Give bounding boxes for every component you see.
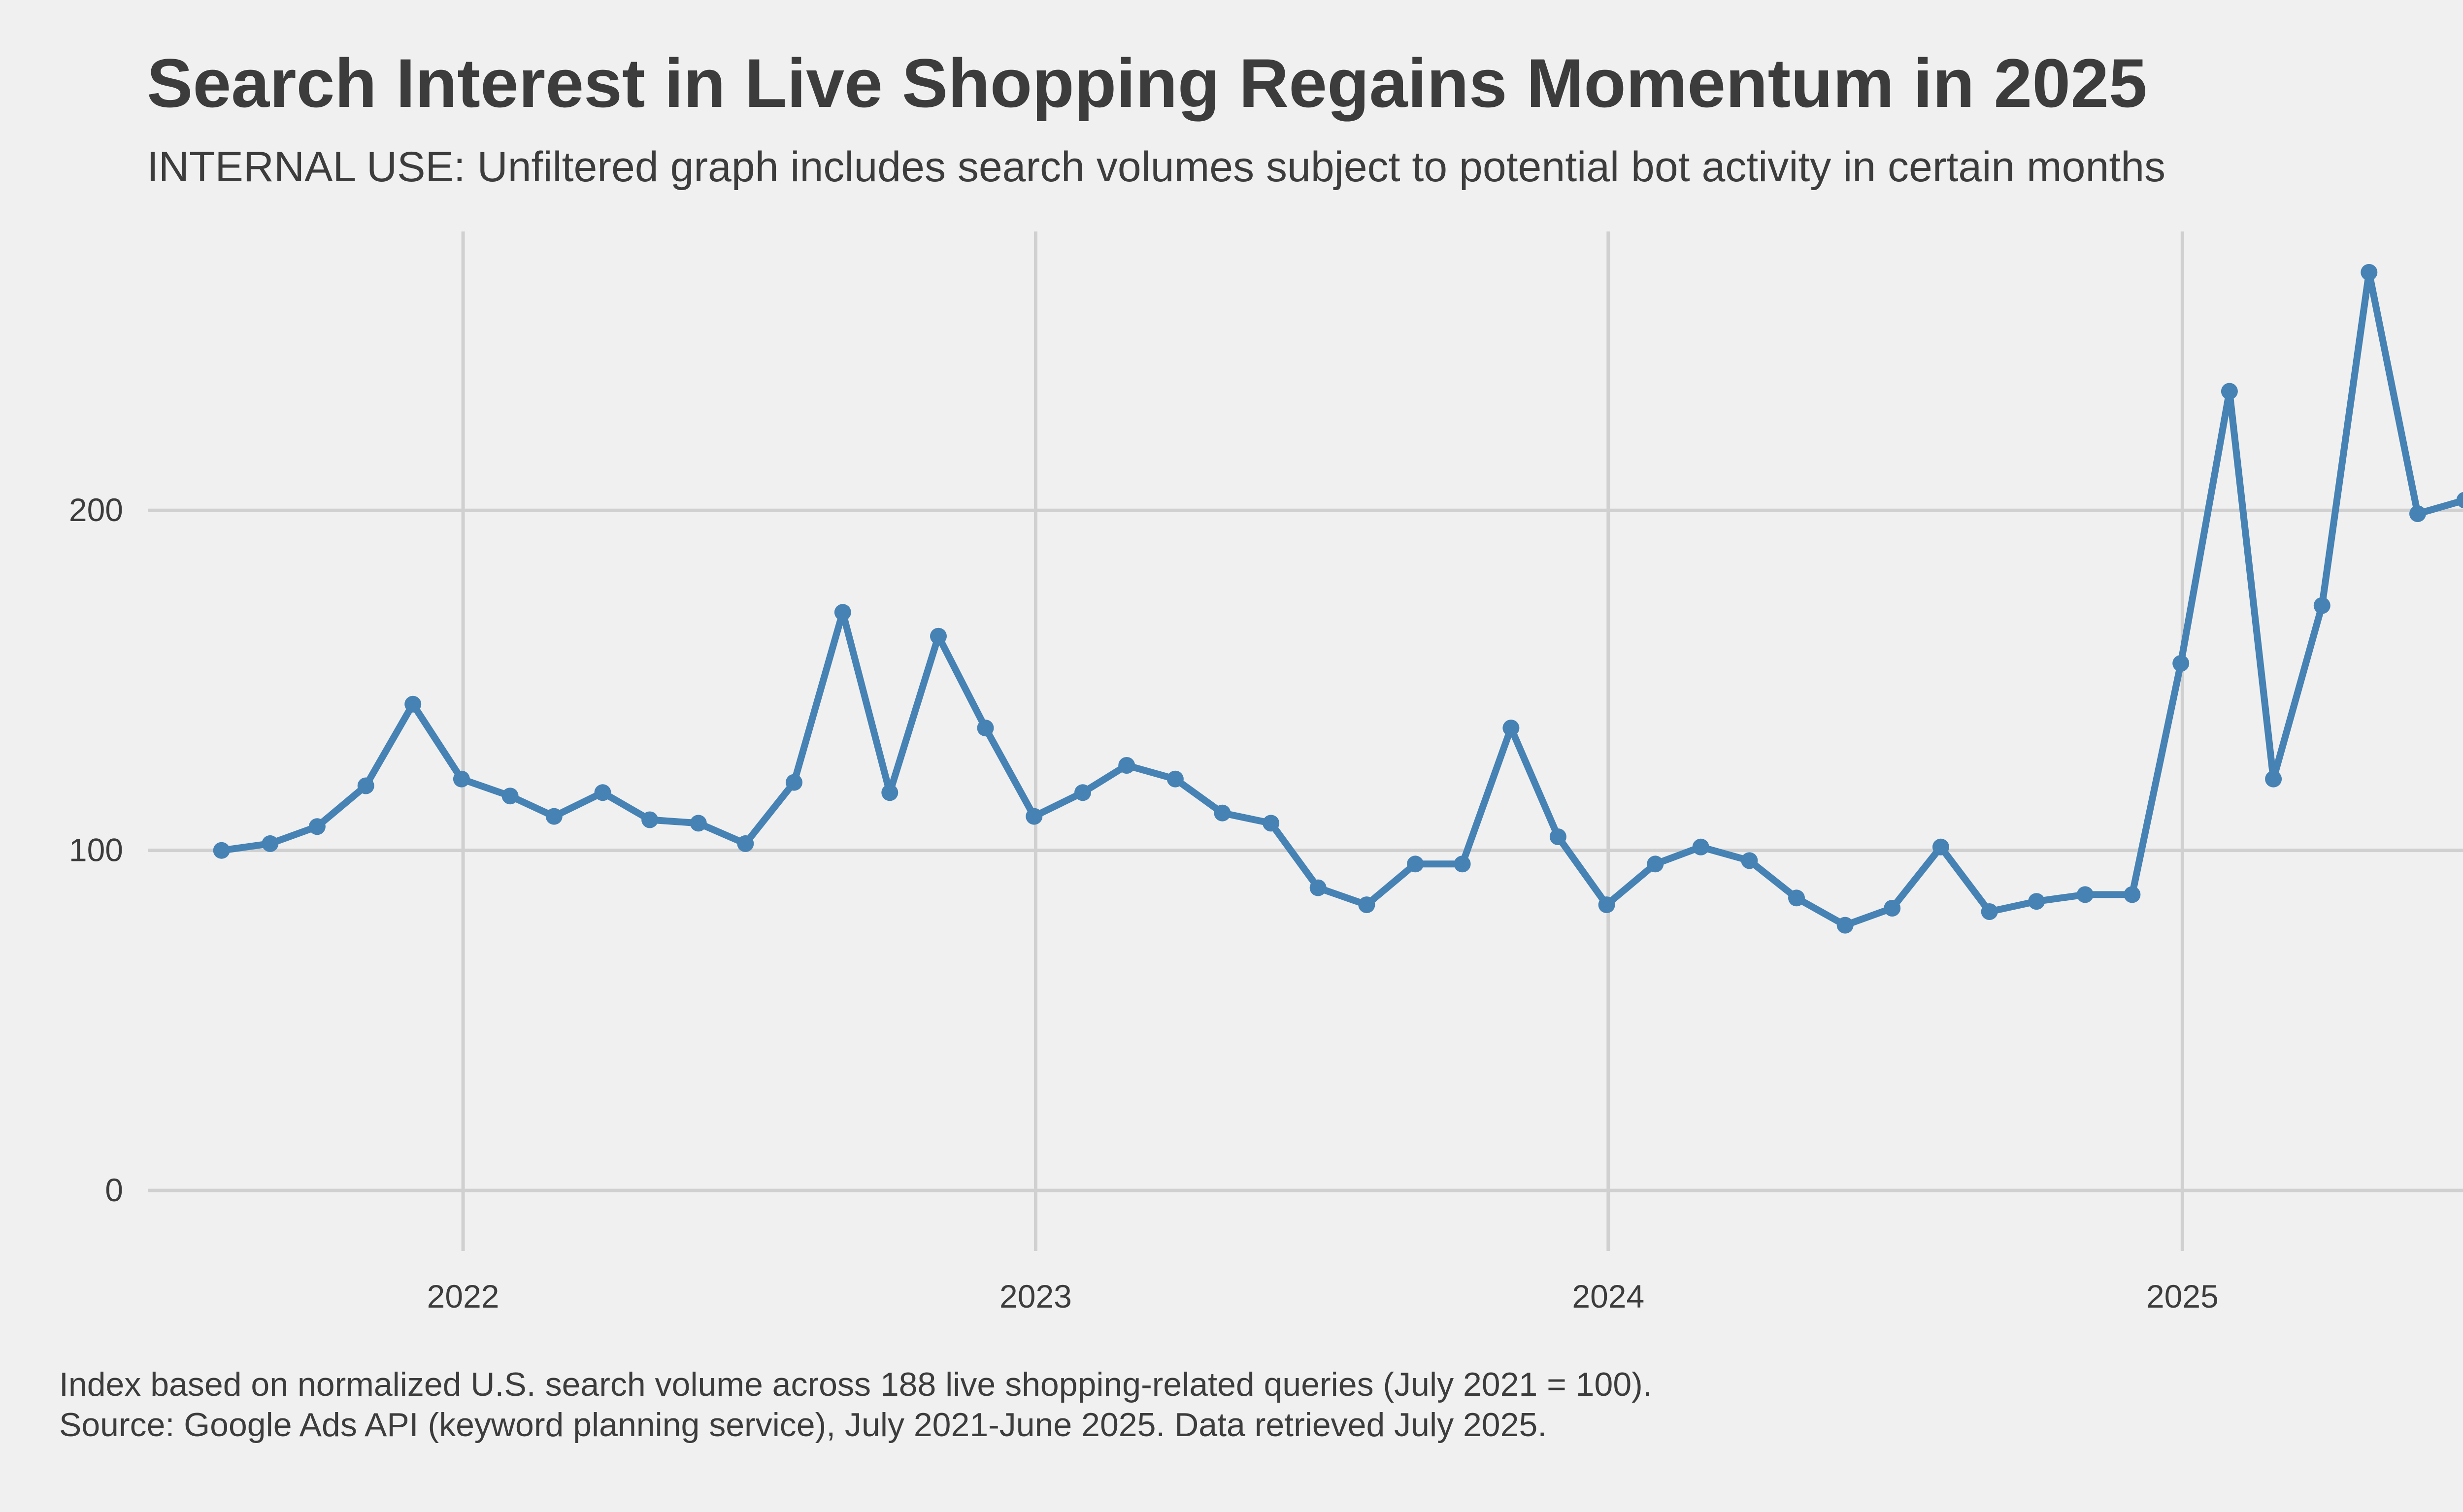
data-point [1932,838,1949,855]
data-point [1598,896,1615,914]
data-point [501,788,519,805]
y-tick-label: 100 [69,832,123,868]
data-point [2028,893,2045,910]
footnote-line-2: Source: Google Ads API (keyword planning… [59,1406,1547,1444]
x-tick-label: 2022 [427,1278,499,1315]
data-point [1214,804,1231,822]
data-point [2456,492,2463,509]
data-point [1166,770,1184,788]
data-point [213,842,230,859]
x-tick-label: 2025 [2146,1278,2219,1315]
data-point [2361,263,2378,281]
data-point [641,811,659,828]
data-point [1026,808,1043,825]
data-point [1263,815,1280,832]
series-line [218,268,2463,929]
footnote-line-1: Index based on normalized U.S. search vo… [59,1366,1652,1403]
data-point [737,835,754,852]
grid-lines [148,231,2463,1251]
data-point [2221,383,2238,400]
chart-title: Search Interest in Live Shopping Regains… [147,44,2147,122]
data-point [786,774,802,791]
data-point [1358,896,1375,914]
data-point [2313,597,2330,614]
data-point [1647,855,1664,873]
data-point [1309,879,1327,896]
chart-subtitle: INTERNAL USE: Unfiltered graph includes … [147,143,2166,191]
data-point [1407,855,1424,873]
data-point [834,604,851,621]
data-point [2409,505,2426,523]
data-point [1741,852,1758,869]
data-point [1981,903,1998,920]
x-tick-label: 2024 [1572,1278,1644,1315]
data-point [357,777,374,794]
data-point [1884,900,1901,917]
data-point [453,770,470,788]
data-point [1549,828,1566,845]
data-point [1454,855,1471,873]
axis-tick-labels: 0 100 200 2022 2023 2024 2025 [69,492,2219,1315]
data-point [2265,770,2282,788]
x-tick-label: 2023 [999,1278,1072,1315]
chart-footnote: Index based on normalized U.S. search vo… [59,1364,1652,1445]
data-point [1118,757,1135,774]
data-point [308,818,326,835]
data-series [213,263,2463,934]
data-point [2172,655,2190,672]
y-tick-label: 200 [69,492,123,528]
y-tick-label: 0 [105,1172,123,1208]
data-point [545,808,563,825]
data-point [594,784,611,801]
data-point [2124,886,2141,903]
data-point [2076,886,2094,903]
data-point [1692,838,1709,855]
data-point [690,815,707,832]
data-point [1074,784,1091,801]
data-point [1788,889,1805,907]
data-point [977,720,994,737]
data-point [881,784,899,801]
data-point [1836,917,1854,934]
data-point [930,627,947,645]
data-point [404,695,422,713]
data-point [1502,720,1520,737]
data-point [262,835,279,852]
